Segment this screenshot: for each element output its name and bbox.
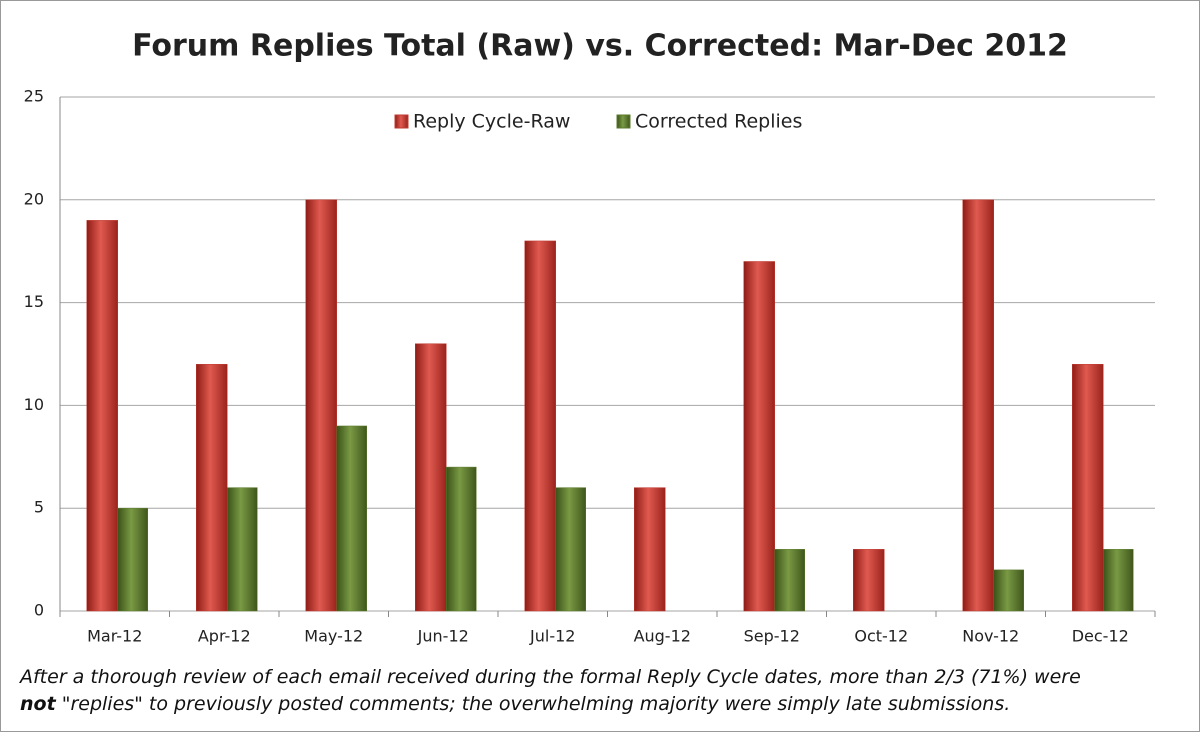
x-tick-label: Dec-12 <box>1072 627 1129 646</box>
y-tick-label: 0 <box>34 601 44 620</box>
bar <box>743 261 775 612</box>
x-tick-label: Jul-12 <box>529 627 575 646</box>
x-tick-label: Oct-12 <box>854 627 908 646</box>
footnote: After a thorough review of each email re… <box>20 664 1120 718</box>
bar <box>962 199 994 612</box>
bar <box>117 507 148 612</box>
bar <box>853 549 885 612</box>
legend-swatch <box>616 114 631 129</box>
bar <box>446 466 477 612</box>
x-tick-label: Mar-12 <box>87 627 142 646</box>
y-tick-label: 25 <box>24 87 44 106</box>
bar <box>305 199 337 612</box>
y-tick-label: 10 <box>24 395 44 414</box>
x-tick-label: Sep-12 <box>744 627 800 646</box>
bar <box>336 425 367 612</box>
note-bold: not <box>20 693 56 715</box>
x-tick-label: Aug-12 <box>634 627 691 646</box>
bar <box>1103 549 1134 612</box>
x-tick-label: Apr-12 <box>198 627 251 646</box>
bar <box>196 364 228 612</box>
legend-swatch <box>394 114 409 129</box>
bar <box>993 569 1024 612</box>
bar <box>555 487 586 612</box>
y-tick-label: 20 <box>24 189 44 208</box>
legend-label: Reply Cycle-Raw <box>413 111 570 133</box>
bar <box>634 487 666 612</box>
note-text: After a thorough review of each email re… <box>20 666 1081 688</box>
y-tick-label: 5 <box>34 498 44 517</box>
note-text: "replies" to previously posted comments;… <box>55 693 1011 715</box>
chart-title: Forum Replies Total (Raw) vs. Corrected:… <box>132 29 1068 64</box>
bar <box>774 549 805 612</box>
bar <box>415 343 447 612</box>
legend-label: Corrected Replies <box>635 111 802 133</box>
bar <box>524 240 556 612</box>
bar <box>86 220 118 612</box>
x-tick-label: Jun-12 <box>417 627 469 646</box>
bar <box>1072 364 1104 612</box>
x-tick-label: Nov-12 <box>962 627 1019 646</box>
bar <box>227 487 258 612</box>
x-tick-label: May-12 <box>304 627 363 646</box>
y-tick-label: 15 <box>24 292 44 311</box>
